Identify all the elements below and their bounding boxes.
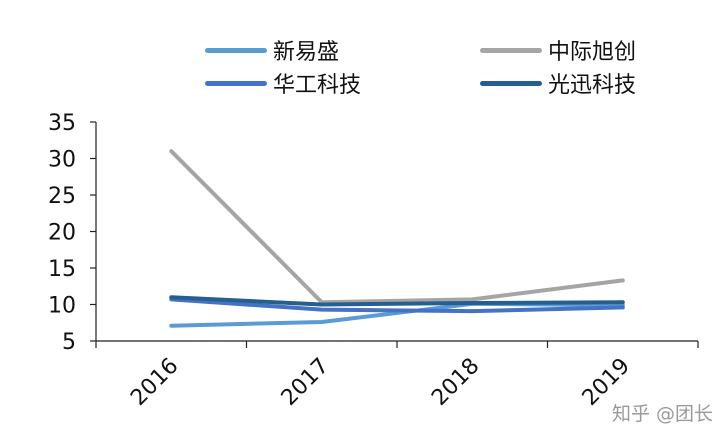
series-line-1 [169, 149, 625, 305]
y-tick-label: 20 [48, 221, 76, 246]
watermark: 知乎 @团长 [611, 403, 713, 425]
series-line-2 [169, 297, 625, 314]
legend-item-zhongjixuchuang: 中际旭创 [480, 34, 636, 66]
x-tick-label: 2017 [277, 354, 334, 411]
y-tick-label: 10 [48, 294, 76, 319]
x-tick-label: 2016 [126, 354, 183, 411]
legend: 新易盛 中际旭创 华工科技 光迅科技 [0, 0, 727, 110]
legend-item-guangxunkeji: 光迅科技 [480, 67, 636, 99]
legend-label-huagongkeji: 华工科技 [273, 73, 362, 98]
legend-label-xinyisheng: 新易盛 [273, 40, 340, 65]
series-line-3 [169, 295, 625, 307]
y-tick-label: 25 [48, 184, 76, 209]
y-tick-label: 15 [48, 257, 76, 282]
legend-item-huagongkeji: 华工科技 [205, 67, 361, 99]
y-tick-label: 5 [62, 330, 76, 355]
y-tick-label: 30 [48, 148, 76, 173]
x-tick-label: 2018 [427, 354, 484, 411]
y-tick-label: 35 [48, 111, 76, 136]
legend-swatch-huagongkeji [205, 80, 267, 86]
legend-swatch-xinyisheng [205, 47, 267, 53]
legend-swatch-guangxunkeji [480, 80, 542, 86]
legend-item-xinyisheng: 新易盛 [205, 34, 339, 66]
legend-label-zhongjixuchuang: 中际旭创 [548, 40, 637, 65]
legend-swatch-zhongjixuchuang [480, 47, 542, 53]
legend-label-guangxunkeji: 光迅科技 [548, 73, 637, 98]
